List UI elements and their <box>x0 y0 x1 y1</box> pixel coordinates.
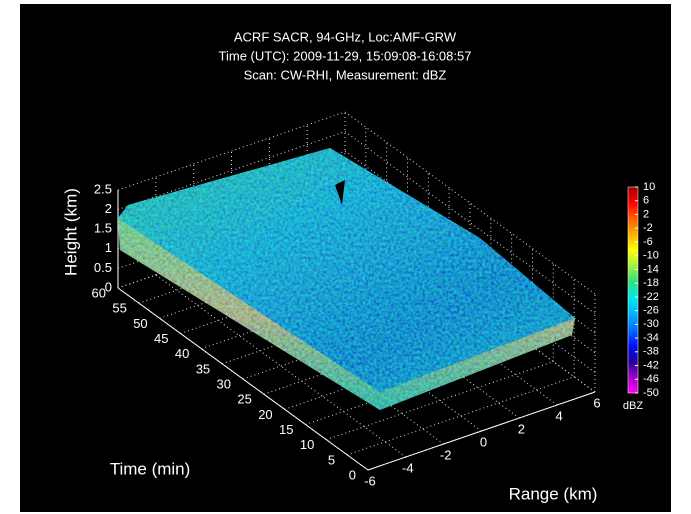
y-tick-label: 15 <box>279 422 293 437</box>
x-tick-label: 4 <box>556 408 563 423</box>
y-tick-label: 5 <box>328 452 335 467</box>
z-tick-label: 2 <box>105 201 112 216</box>
grid-line <box>326 361 554 441</box>
colorbar-tick-label: -18 <box>643 277 659 289</box>
colorbar-tick-label: -42 <box>643 359 659 371</box>
colorbar-tick-label: -26 <box>643 305 659 317</box>
x-tick-label: -2 <box>440 447 452 462</box>
colorbar-tick-label: -50 <box>643 387 659 399</box>
y-axis-label: Time (min) <box>110 459 191 478</box>
x-tick-label: -4 <box>402 460 414 475</box>
y-tick-label: 30 <box>217 376 231 391</box>
z-tick-label: 2.5 <box>94 181 112 196</box>
axis-line <box>367 391 596 471</box>
axis-line <box>117 287 369 471</box>
z-axis-label: Height (km) <box>61 188 80 276</box>
y-tick-label: 45 <box>154 331 168 346</box>
colorbar-tick-label: -22 <box>643 291 659 303</box>
radar-volume <box>118 148 575 410</box>
x-axis-label: Range (km) <box>509 484 598 503</box>
colorbar-tick-label: -38 <box>643 346 659 358</box>
colorbar-tick-label: -46 <box>643 373 659 385</box>
volume-side <box>118 218 575 410</box>
title-line: Time (UTC): 2009-11-29, 15:09:08-16:08:5… <box>219 48 472 63</box>
colorbar-tick-label: -34 <box>643 332 659 344</box>
y-tick-label: 25 <box>237 392 251 407</box>
z-tick-label: 1.5 <box>94 221 112 236</box>
colorbar-tick-label: 2 <box>643 208 649 220</box>
y-tick-label: 20 <box>258 407 272 422</box>
grid-line <box>347 376 575 456</box>
z-tick-label: 0 <box>105 279 112 294</box>
y-tick-label: 60 <box>92 285 106 300</box>
colorbar-tick-label: 6 <box>643 195 649 207</box>
colorbar <box>627 186 639 394</box>
y-tick-label: 10 <box>300 437 314 452</box>
colorbar-tick-label: -14 <box>643 263 659 275</box>
x-tick-label: 6 <box>593 395 600 410</box>
x-tick-label: 0 <box>480 434 487 449</box>
volume-gap <box>335 180 345 205</box>
grid-line <box>117 111 346 191</box>
z-tick-label: 1 <box>105 240 112 255</box>
colorbar-tick-label: 10 <box>643 181 655 193</box>
colorbar-label: dBZ <box>623 400 643 412</box>
x-tick-label: 2 <box>518 421 525 436</box>
colorbar-tick-label: -30 <box>643 318 659 330</box>
y-tick-label: 40 <box>175 346 189 361</box>
y-tick-label: 50 <box>133 316 147 331</box>
colorbar-tick-label: -10 <box>643 250 659 262</box>
title-line: Scan: CW-RHI, Measurement: dBZ <box>244 67 447 82</box>
title-line: ACRF SACR, 94-GHz, Loc:AMF-GRW <box>234 29 457 44</box>
y-tick-label: 0 <box>349 467 356 482</box>
colorbar-tick-label: -6 <box>643 236 653 248</box>
colorbar-tick-label: -2 <box>643 222 653 234</box>
x-tick-label: -6 <box>364 473 376 488</box>
y-tick-label: 55 <box>112 301 126 316</box>
grid-line <box>117 131 346 211</box>
y-tick-label: 35 <box>196 361 210 376</box>
volume-top <box>118 148 575 392</box>
z-tick-label: 0.5 <box>94 260 112 275</box>
